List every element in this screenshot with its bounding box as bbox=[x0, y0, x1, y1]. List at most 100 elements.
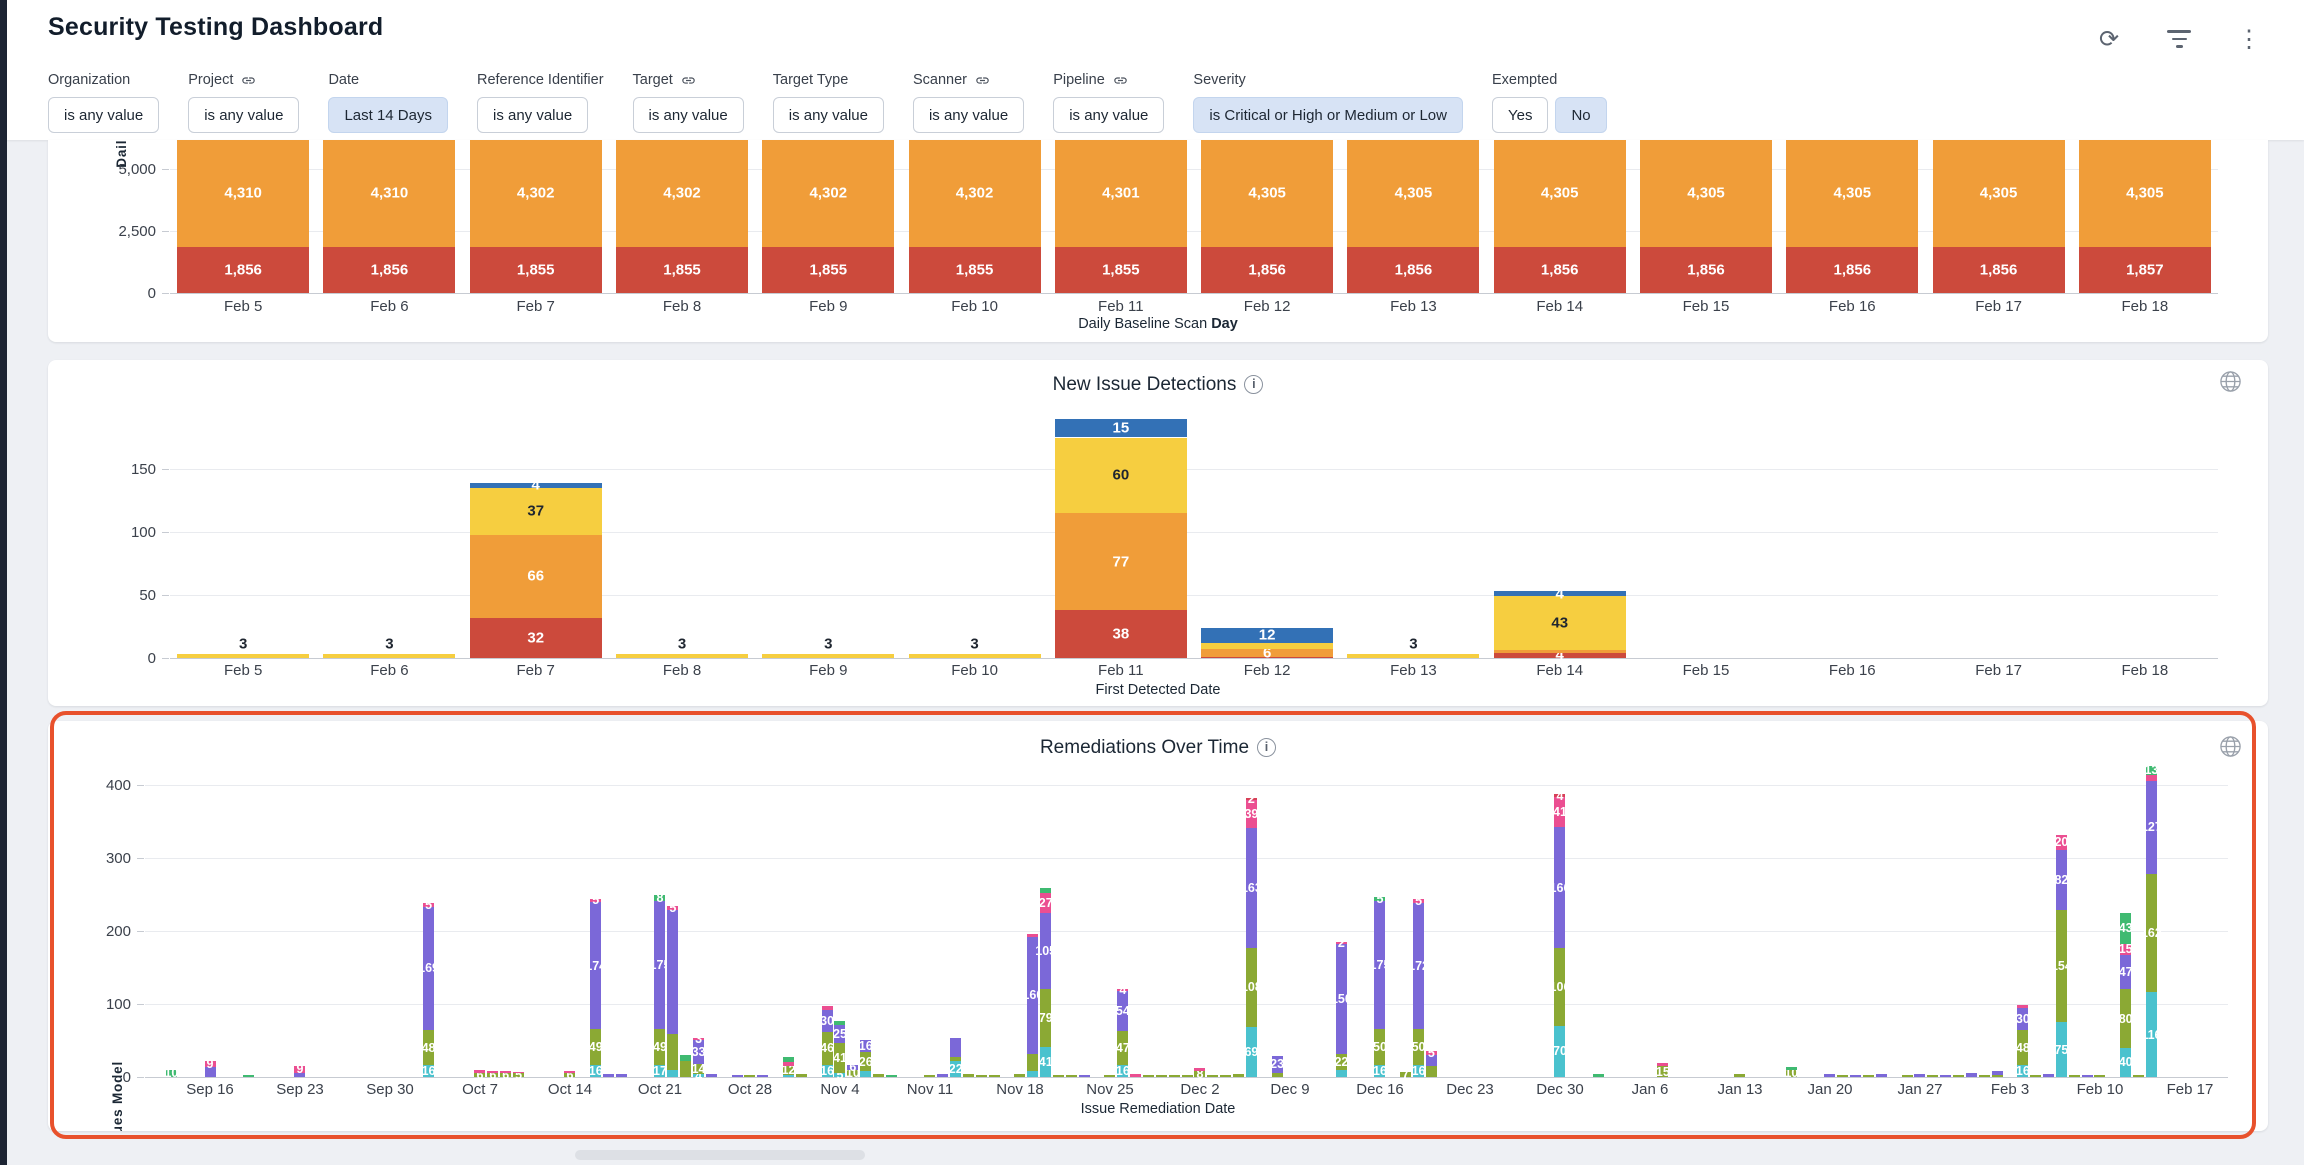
bar-segment-red[interactable] bbox=[1493, 246, 1626, 293]
bar-segment-orange[interactable] bbox=[1054, 140, 1187, 247]
bar-segment-red[interactable] bbox=[1054, 610, 1187, 658]
bar-segment-olive[interactable] bbox=[2120, 989, 2132, 1048]
bar-segment-purple[interactable] bbox=[2081, 1074, 2093, 1077]
bar-segment-purple[interactable] bbox=[1940, 1074, 1952, 1077]
bar-segment-olive[interactable] bbox=[1181, 1074, 1193, 1077]
bar-segment-pink[interactable] bbox=[2120, 943, 2132, 955]
bar-segment-teal[interactable] bbox=[654, 1064, 666, 1077]
bar-segment-purple[interactable] bbox=[1040, 912, 1052, 990]
bar-segment-teal[interactable] bbox=[1027, 1071, 1039, 1077]
bar-segment-teal[interactable] bbox=[1374, 1065, 1386, 1077]
bar-segment-purple[interactable] bbox=[705, 1074, 717, 1077]
bar-segment-olive[interactable] bbox=[1207, 1074, 1219, 1077]
bar-segment-pink[interactable] bbox=[1117, 988, 1129, 992]
bar-segment-red[interactable] bbox=[908, 246, 1041, 293]
bar-segment-olive[interactable] bbox=[2133, 1074, 2145, 1077]
bar-segment-olive[interactable] bbox=[1734, 1074, 1746, 1077]
bar-segment-green[interactable] bbox=[680, 1055, 692, 1061]
bar-segment-olive[interactable] bbox=[667, 1033, 679, 1070]
filter-chip-reference-identifier[interactable]: is any value bbox=[476, 97, 589, 133]
filter-chip-scanner[interactable]: is any value bbox=[912, 97, 1025, 133]
bar-segment-purple[interactable] bbox=[1824, 1074, 1836, 1077]
bar-segment-orange[interactable] bbox=[1201, 649, 1334, 657]
bar-segment-red[interactable] bbox=[469, 617, 602, 658]
bar-segment-olive[interactable] bbox=[590, 1029, 602, 1066]
bar-segment-pink[interactable] bbox=[1425, 1051, 1437, 1056]
bar-segment-red[interactable] bbox=[323, 246, 456, 293]
bar-segment-olive[interactable] bbox=[1657, 1066, 1669, 1077]
bar-segment-olive[interactable] bbox=[1143, 1074, 1155, 1077]
bar-segment-teal[interactable] bbox=[590, 1065, 602, 1077]
filter-chip-exempted-no[interactable]: No bbox=[1555, 97, 1607, 133]
bar-segment-olive[interactable] bbox=[474, 1072, 486, 1077]
bar-segment-red[interactable] bbox=[1201, 656, 1334, 659]
bar-segment-yellow[interactable] bbox=[616, 654, 748, 658]
bar-segment-green[interactable] bbox=[1593, 1074, 1605, 1077]
bar-segment-olive[interactable] bbox=[1901, 1074, 1913, 1077]
bar-segment-purple[interactable] bbox=[2120, 954, 2132, 990]
bar-segment-olive[interactable] bbox=[1554, 948, 1566, 1026]
bar-segment-purple[interactable] bbox=[1991, 1071, 2003, 1075]
bar-segment-pink[interactable] bbox=[500, 1071, 512, 1073]
bar-segment-olive[interactable] bbox=[1978, 1074, 1990, 1077]
bar-segment-purple[interactable] bbox=[1374, 900, 1386, 1029]
bar-segment-pink[interactable] bbox=[1554, 797, 1566, 827]
bar-segment-olive[interactable] bbox=[988, 1074, 1000, 1077]
bar-segment-red[interactable] bbox=[469, 246, 602, 293]
bar-segment-yellow[interactable] bbox=[177, 654, 310, 658]
bar-segment-purple[interactable] bbox=[834, 1025, 846, 1044]
bar-segment-pink[interactable] bbox=[1657, 1063, 1669, 1067]
bar-segment-purple[interactable] bbox=[821, 1009, 833, 1032]
bar-segment-pink[interactable] bbox=[2145, 775, 2157, 781]
bar-segment-purple[interactable] bbox=[2145, 780, 2157, 874]
bar-segment-olive[interactable] bbox=[564, 1072, 576, 1077]
bar-segment-yellow[interactable] bbox=[1347, 654, 1480, 658]
bar-segment-pink[interactable] bbox=[693, 1037, 705, 1040]
bar-segment-green[interactable] bbox=[1374, 897, 1386, 901]
bar-segment-green[interactable] bbox=[885, 1074, 897, 1077]
bar-segment-purple[interactable] bbox=[1425, 1055, 1437, 1067]
bar-segment-yellow[interactable] bbox=[762, 654, 895, 658]
bar-segment-red[interactable] bbox=[616, 246, 748, 293]
bar-segment-green[interactable] bbox=[243, 1074, 255, 1077]
bar-segment-pink[interactable] bbox=[1413, 899, 1425, 903]
bar-segment-olive[interactable] bbox=[1927, 1074, 1939, 1077]
bar-segment-teal[interactable] bbox=[950, 1060, 962, 1077]
bar-segment-purple[interactable] bbox=[1850, 1074, 1862, 1077]
bar-segment-teal[interactable] bbox=[2120, 1047, 2132, 1077]
bar-segment-olive[interactable] bbox=[783, 1066, 795, 1075]
bar-segment-olive[interactable] bbox=[1194, 1071, 1206, 1077]
bar-segment-green[interactable] bbox=[654, 894, 666, 901]
bar-segment-purple[interactable] bbox=[2043, 1074, 2055, 1077]
bar-segment-purple[interactable] bbox=[1027, 936, 1039, 1054]
bar-segment-pink[interactable] bbox=[2017, 1004, 2029, 1009]
bar-segment-olive[interactable] bbox=[2094, 1074, 2106, 1077]
bar-segment-olive[interactable] bbox=[1155, 1074, 1167, 1077]
bar-segment-olive[interactable] bbox=[513, 1073, 525, 1077]
bar-segment-olive[interactable] bbox=[2145, 873, 2157, 993]
bar-segment-purple[interactable] bbox=[615, 1074, 627, 1077]
bar-segment-purple[interactable] bbox=[1078, 1074, 1090, 1077]
bar-segment-purple[interactable] bbox=[2017, 1008, 2029, 1031]
bar-segment-olive[interactable] bbox=[654, 1028, 666, 1065]
bar-segment-orange[interactable] bbox=[1347, 140, 1480, 247]
bar-segment-purple[interactable] bbox=[1914, 1074, 1926, 1077]
bar-segment-orange[interactable] bbox=[908, 140, 1041, 247]
bar-segment-pink[interactable] bbox=[564, 1071, 576, 1073]
bar-segment-purple[interactable] bbox=[1245, 828, 1257, 948]
filter-icon[interactable] bbox=[2166, 26, 2192, 52]
bar-segment-orange[interactable] bbox=[1640, 140, 1772, 247]
bar-segment-olive[interactable] bbox=[1335, 1053, 1347, 1070]
bar-segment-purple[interactable] bbox=[1875, 1074, 1887, 1077]
bar-segment-red[interactable] bbox=[1054, 246, 1187, 293]
bar-segment-red[interactable] bbox=[1347, 246, 1480, 293]
bar-segment-olive[interactable] bbox=[1413, 1028, 1425, 1066]
bar-segment-pink[interactable] bbox=[1245, 799, 1257, 829]
bar-segment-olive[interactable] bbox=[1863, 1074, 1875, 1077]
bar-segment-orange[interactable] bbox=[1493, 140, 1626, 247]
bar-segment-purple[interactable] bbox=[423, 906, 435, 1031]
bar-segment-pink[interactable] bbox=[513, 1071, 525, 1074]
bar-segment-olive[interactable] bbox=[963, 1074, 975, 1077]
bar-segment-blue[interactable] bbox=[1054, 418, 1187, 438]
bar-segment-yellow[interactable] bbox=[1054, 437, 1187, 514]
